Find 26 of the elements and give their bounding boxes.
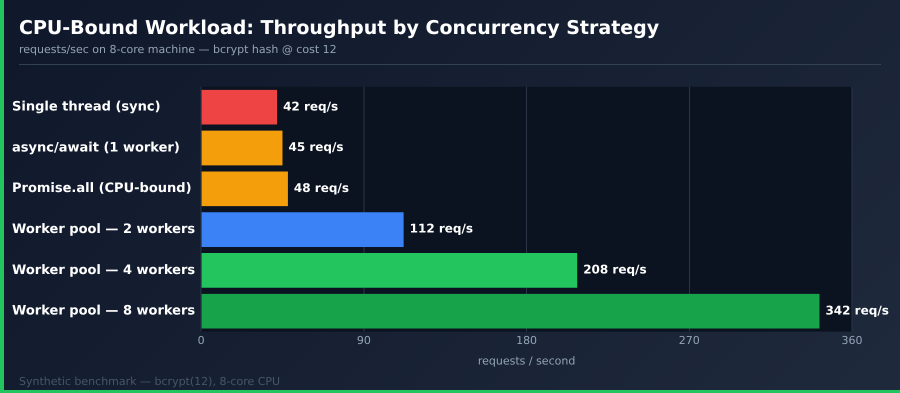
chart-title: CPU-Bound Workload: Throughput by Concurrency Strategy <box>19 17 660 39</box>
bar <box>202 253 578 288</box>
y-tick-label: async/await (1 worker) <box>12 140 180 156</box>
y-tick-label: Single thread (sync) <box>12 100 161 115</box>
data-label: 208 req/s <box>583 262 647 277</box>
data-label: 42 req/s <box>283 99 338 114</box>
x-tick-label: 90 <box>356 334 371 348</box>
y-tick-label: Worker pool — 4 workers <box>12 262 196 278</box>
data-label: 342 req/s <box>825 303 889 318</box>
bar <box>202 294 820 329</box>
y-tick-label: Worker pool — 8 workers <box>12 304 196 319</box>
data-label: 112 req/s <box>410 222 474 236</box>
bar <box>202 171 288 206</box>
data-label: 48 req/s <box>294 180 349 195</box>
x-tick-label: 0 <box>198 334 205 348</box>
bar <box>202 90 278 125</box>
x-axis-title: requests / second <box>478 354 576 368</box>
y-tick-label: Promise.all (CPU-bound) <box>12 181 192 196</box>
bar <box>202 212 404 247</box>
data-label: 45 req/s <box>288 140 344 154</box>
x-tick-label: 360 <box>842 334 862 348</box>
chart-subtitle: requests/sec on 8-core machine — bcrypt hash @ cost 12 <box>19 43 337 56</box>
y-tick-label: Worker pool — 2 workers <box>12 222 196 237</box>
x-tick-label: 180 <box>516 334 538 348</box>
x-tick-label: 270 <box>678 334 700 348</box>
bar <box>202 130 282 166</box>
